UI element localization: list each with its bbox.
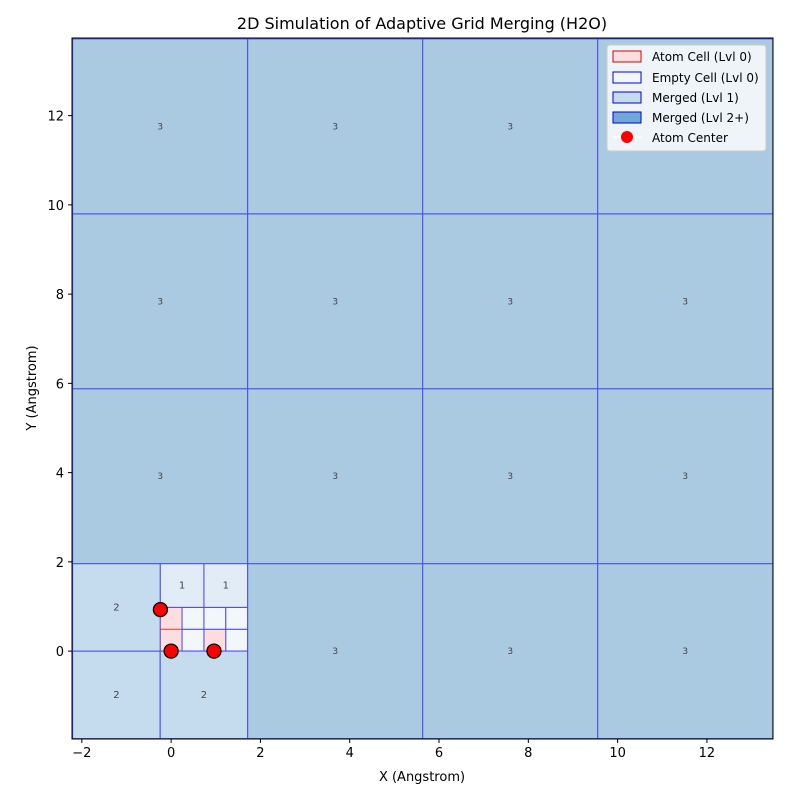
cell-level-label: 3: [332, 297, 338, 307]
grid-cell: [159, 563, 205, 608]
cell-level-label: 3: [332, 472, 338, 482]
cell-level-label: 3: [332, 647, 338, 657]
y-tick-label: 0: [56, 645, 64, 660]
cell-level-label: 3: [682, 472, 688, 482]
cell-level-label: 2: [113, 602, 119, 613]
grid-cell: [247, 213, 424, 390]
legend-label: Merged (Lvl 2+): [652, 111, 749, 125]
grid-cell: [181, 628, 205, 652]
legend: Atom Cell (Lvl 0) Empty Cell (Lvl 0) Mer…: [606, 44, 767, 152]
x-tick-label: 0: [167, 746, 175, 761]
chart-title: 2D Simulation of Adaptive Grid Merging (…: [237, 14, 607, 33]
legend-label: Atom Cell (Lvl 0): [652, 50, 752, 64]
atom-center: [152, 601, 169, 618]
cell-level-label: 3: [682, 297, 688, 307]
legend-swatch-lvl1: [612, 91, 642, 104]
grid-cell: [422, 563, 599, 740]
y-tick-label: 6: [56, 377, 64, 392]
grid-cell: [72, 563, 161, 652]
atom-center: [206, 643, 222, 659]
grid-cell: [225, 606, 249, 630]
cell-level-label: 3: [332, 122, 338, 132]
grid-cell: [422, 213, 599, 390]
x-tick-label: 4: [346, 746, 354, 761]
cell-level-label: 3: [507, 297, 513, 307]
grid-cell: [181, 606, 205, 630]
y-tick-label: 12: [47, 110, 64, 125]
x-tick-label: −2: [72, 746, 91, 761]
x-tick-label: 8: [524, 746, 532, 761]
cell-level-label: 2: [113, 690, 119, 701]
x-axis-label: X (Angstrom): [379, 770, 465, 785]
x-tick-label: 12: [699, 746, 716, 761]
grid-cell: [247, 388, 424, 565]
grid-cell: [72, 38, 249, 215]
cell-level-label: 3: [507, 472, 513, 482]
plot-frame: [71, 37, 774, 740]
grid-cell: [203, 563, 249, 608]
grid-cell: [72, 388, 249, 565]
grid-cell: [597, 213, 774, 390]
cell-level-label: 3: [157, 122, 163, 132]
legend-marker-atom: [621, 131, 633, 143]
grid-cell: [247, 38, 424, 215]
legend-label: Empty Cell (Lvl 0): [652, 71, 759, 85]
x-tick-label: 6: [435, 746, 443, 761]
y-tick-label: 10: [47, 199, 64, 214]
atom-centers: [152, 601, 222, 659]
grid-cell: [72, 650, 161, 740]
cell-level-label: 1: [179, 581, 185, 592]
grid-cell: [247, 563, 424, 740]
y-axis-label: Y (Angstrom): [25, 345, 40, 431]
cell-level-label: 3: [682, 647, 688, 657]
grid-cell: [203, 606, 227, 630]
grid-cell: [597, 388, 774, 565]
legend-swatch-lvl2: [612, 111, 642, 124]
grid-cell: [225, 628, 249, 652]
y-tick-label: 4: [56, 467, 64, 482]
cell-level-label: 3: [507, 647, 513, 657]
grid-cells: 11222333333333333333: [72, 38, 774, 740]
atom-center: [163, 643, 179, 659]
legend-swatch-empty: [612, 71, 642, 84]
legend-label: Atom Center: [652, 131, 728, 145]
legend-label: Merged (Lvl 1): [652, 91, 739, 105]
legend-box: [606, 44, 767, 152]
x-tick-label: 2: [256, 746, 264, 761]
cell-level-label: 1: [223, 581, 229, 592]
y-tick-label: 2: [56, 556, 64, 571]
cell-level-label: 3: [507, 122, 513, 132]
grid-cell: [422, 38, 599, 215]
cell-level-label: 2: [201, 690, 207, 701]
x-tick-label: 10: [609, 746, 626, 761]
cell-level-label: 3: [157, 472, 163, 482]
cell-level-label: 3: [157, 297, 163, 307]
legend-swatch-atom: [612, 50, 642, 63]
y-tick-label: 8: [56, 288, 64, 303]
